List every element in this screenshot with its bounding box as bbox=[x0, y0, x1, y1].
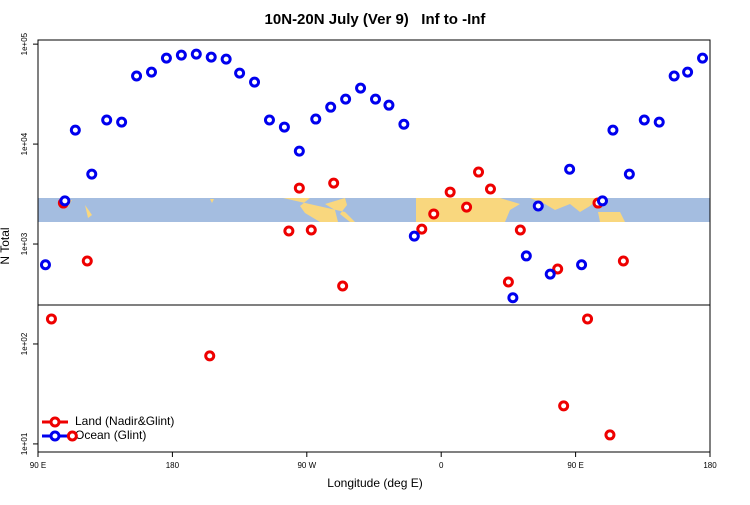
legend-marker bbox=[49, 430, 61, 442]
data-point bbox=[668, 70, 680, 82]
data-point bbox=[204, 350, 216, 362]
data-point bbox=[278, 121, 290, 133]
legend-label: Land (Nadir&Glint) bbox=[75, 414, 174, 428]
data-point bbox=[507, 292, 519, 304]
data-point bbox=[190, 48, 202, 60]
data-point bbox=[520, 250, 532, 262]
x-tick-label: 90 W bbox=[297, 461, 316, 470]
y-axis-label: N Total bbox=[0, 227, 12, 264]
data-point bbox=[355, 82, 367, 94]
data-point bbox=[444, 186, 456, 198]
data-point bbox=[607, 124, 619, 136]
data-point bbox=[310, 113, 322, 125]
data-point bbox=[337, 280, 349, 292]
data-point bbox=[623, 168, 635, 180]
x-tick-label: 0 bbox=[439, 461, 444, 470]
data-point bbox=[682, 66, 694, 78]
data-point bbox=[398, 118, 410, 130]
data-point bbox=[81, 255, 93, 267]
data-point bbox=[283, 225, 295, 237]
data-point bbox=[638, 114, 650, 126]
data-point bbox=[428, 208, 440, 220]
data-point bbox=[220, 53, 232, 65]
data-point bbox=[653, 116, 665, 128]
data-point bbox=[576, 259, 588, 271]
data-point bbox=[293, 145, 305, 157]
x-tick-label: 90 E bbox=[567, 461, 583, 470]
data-point bbox=[293, 182, 305, 194]
chart-title: 10N-20N July (Ver 9) Inf to -Inf bbox=[265, 11, 487, 28]
data-point bbox=[596, 195, 608, 207]
data-point bbox=[416, 223, 428, 235]
data-point bbox=[145, 66, 157, 78]
data-point bbox=[514, 224, 526, 236]
data-point bbox=[328, 177, 340, 189]
y-tick-label: 1e+02 bbox=[20, 332, 29, 355]
data-point bbox=[59, 195, 71, 207]
data-point bbox=[175, 49, 187, 61]
x-tick-label: 90 E bbox=[30, 461, 46, 470]
data-point bbox=[205, 51, 217, 63]
data-point bbox=[66, 430, 78, 442]
data-point bbox=[249, 76, 261, 88]
data-point bbox=[564, 163, 576, 175]
plot-frame bbox=[37, 39, 711, 453]
x-tick-label: 180 bbox=[166, 461, 180, 470]
data-point bbox=[383, 99, 395, 111]
data-point bbox=[325, 101, 337, 113]
data-point bbox=[617, 255, 629, 267]
data-point bbox=[461, 201, 473, 213]
data-point bbox=[45, 313, 57, 325]
legend-label: Ocean (Glint) bbox=[75, 428, 146, 442]
y-tick-label: 1e+05 bbox=[20, 32, 29, 55]
data-point bbox=[39, 259, 51, 271]
data-point bbox=[697, 52, 709, 64]
data-point bbox=[532, 200, 544, 212]
x-tick-label: 180 bbox=[703, 461, 717, 470]
data-point bbox=[340, 93, 352, 105]
data-point bbox=[604, 429, 616, 441]
data-point bbox=[69, 124, 81, 136]
data-point bbox=[558, 400, 570, 412]
data-point bbox=[160, 52, 172, 64]
data-point bbox=[263, 114, 275, 126]
data-point bbox=[473, 166, 485, 178]
data-point bbox=[582, 313, 594, 325]
data-point bbox=[369, 93, 381, 105]
data-point bbox=[305, 224, 317, 236]
data-point bbox=[552, 263, 564, 275]
x-axis-label: Longitude (deg E) bbox=[327, 476, 422, 490]
y-tick-label: 1e+01 bbox=[20, 432, 29, 455]
data-point bbox=[484, 183, 496, 195]
data-point bbox=[502, 276, 514, 288]
data-point bbox=[116, 116, 128, 128]
data-point bbox=[86, 168, 98, 180]
legend: Land (Nadir&Glint)Ocean (Glint) bbox=[42, 414, 174, 442]
y-tick-label: 1e+04 bbox=[20, 132, 29, 155]
data-point bbox=[131, 70, 143, 82]
map-strip bbox=[38, 198, 710, 222]
data-point bbox=[408, 230, 420, 242]
data-point bbox=[544, 268, 556, 280]
data-point bbox=[234, 67, 246, 79]
y-tick-label: 1e+03 bbox=[20, 232, 29, 255]
data-point bbox=[101, 114, 113, 126]
legend-marker bbox=[49, 416, 61, 428]
